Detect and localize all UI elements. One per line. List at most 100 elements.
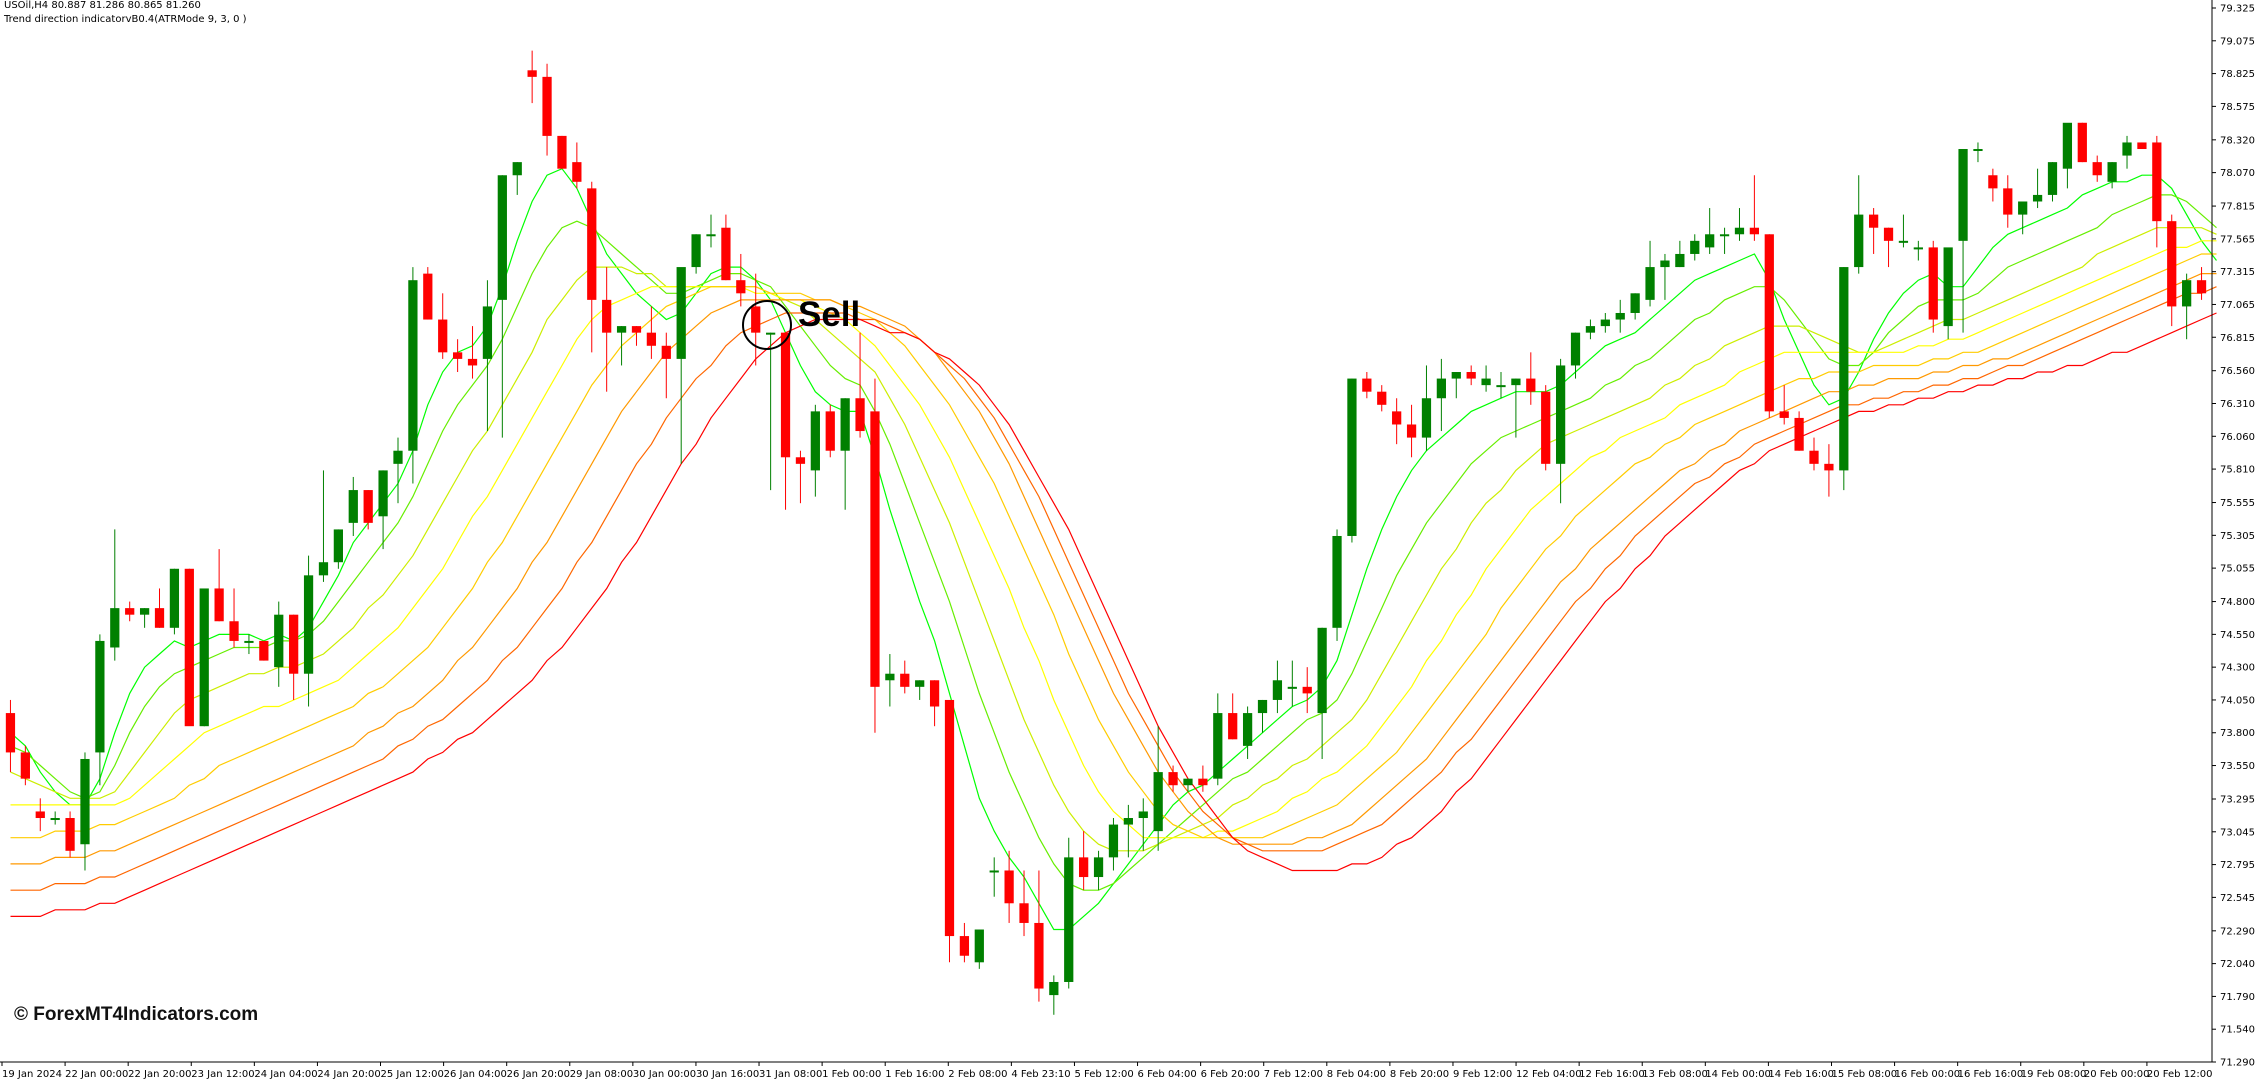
candle-body	[795, 457, 806, 464]
candle	[139, 608, 150, 628]
watermark: © ForexMT4Indicators.com	[14, 1004, 259, 1025]
sell-annotation-label: Sell	[798, 295, 861, 334]
candle	[318, 470, 329, 582]
candle-body	[2152, 142, 2162, 222]
candle-body	[929, 680, 940, 707]
candle	[900, 660, 910, 694]
candle-body	[542, 76, 552, 136]
candle	[1600, 312, 1610, 333]
price-tick-label: 73.045	[2220, 827, 2255, 838]
ribbon-line-2	[10, 194, 2217, 891]
candle-body	[1004, 870, 1014, 904]
candle	[2152, 135, 2162, 248]
price-tick-label: 78.575	[2220, 102, 2255, 113]
candle-body	[572, 162, 582, 182]
ribbon-line-4	[10, 240, 2217, 839]
candle-body	[110, 608, 120, 648]
candle	[1913, 240, 1923, 261]
time-tick-label: 20 Feb 00:00	[2084, 1069, 2150, 1080]
candle	[1988, 168, 1998, 202]
candle	[467, 326, 478, 379]
candle-body	[259, 640, 269, 661]
candle-body	[408, 280, 418, 451]
candle-body	[1332, 535, 1342, 628]
candle-body	[616, 326, 627, 333]
candle-body	[1764, 234, 1774, 412]
time-tick-label: 12 Feb 04:00	[1516, 1069, 1582, 1080]
candles	[5, 50, 2207, 1015]
candle-body	[855, 398, 865, 432]
time-tick-label: 8 Feb 04:00	[1327, 1069, 1386, 1080]
time-tick-label: 26 Jan 04:00	[444, 1069, 507, 1080]
candle-body	[1242, 713, 1253, 746]
candle	[1362, 372, 1372, 399]
candle	[1555, 358, 1566, 504]
price-tick-label: 74.800	[2220, 597, 2255, 608]
candle-body	[1153, 772, 1163, 832]
candle	[497, 175, 507, 438]
candle-body	[1317, 627, 1327, 714]
candle	[1943, 247, 1953, 340]
price-tick-label: 77.565	[2220, 234, 2255, 245]
candle	[1377, 385, 1387, 412]
candle	[840, 398, 850, 510]
candle-body	[989, 870, 999, 873]
candle-body	[2092, 162, 2102, 176]
candle-body	[1392, 411, 1402, 425]
candle	[1168, 765, 1178, 792]
candle-body	[1302, 686, 1312, 694]
candle	[184, 568, 194, 727]
candle	[1705, 208, 1715, 254]
candle-body	[378, 470, 388, 517]
candle	[20, 745, 30, 786]
candle-body	[482, 306, 493, 359]
price-tick-label: 77.315	[2220, 267, 2255, 278]
price-tick-label: 75.055	[2220, 564, 2255, 575]
candle	[676, 267, 686, 464]
candle	[691, 234, 701, 274]
price-tick-label: 78.825	[2220, 69, 2255, 80]
time-tick-label: 6 Feb 04:00	[1138, 1069, 1197, 1080]
candle-body	[1630, 293, 1640, 313]
time-tick-label: 4 Feb 23:10	[1011, 1069, 1070, 1080]
candle-body	[1958, 149, 1968, 241]
candle-body	[631, 326, 642, 333]
candle	[274, 601, 284, 687]
candle-body	[139, 608, 150, 615]
candle	[1526, 352, 1536, 405]
candle-body	[1362, 378, 1372, 392]
candle	[1242, 706, 1253, 759]
candle-body	[154, 608, 165, 628]
candle-body	[1511, 378, 1521, 386]
price-tick-label: 74.300	[2220, 663, 2255, 674]
candle-body	[333, 529, 343, 563]
candle-body	[1913, 247, 1923, 250]
candle	[35, 798, 45, 832]
candle-body	[1809, 450, 1819, 464]
candle-body	[676, 267, 686, 359]
candle-body	[5, 713, 16, 753]
candle-body	[766, 332, 776, 335]
candle	[1108, 818, 1119, 871]
candle-body	[2196, 280, 2207, 294]
candle-body	[229, 621, 239, 641]
candle	[2077, 122, 2087, 163]
candle-body	[2077, 122, 2087, 163]
candle	[1570, 332, 1581, 379]
candle-body	[497, 175, 507, 300]
candle-body	[1973, 149, 1983, 152]
candle	[1436, 358, 1446, 432]
candle-body	[1794, 417, 1804, 451]
price-tick-label: 71.540	[2220, 1025, 2255, 1036]
candle	[646, 306, 657, 359]
candle	[1451, 372, 1461, 399]
price-tick-label: 77.065	[2220, 300, 2255, 311]
price-tick-label: 72.040	[2220, 959, 2255, 970]
candle	[1332, 529, 1342, 641]
candle	[766, 332, 776, 491]
candle	[423, 267, 433, 320]
candle	[1898, 214, 1909, 248]
candle-body	[1705, 234, 1715, 248]
candle-body	[587, 188, 597, 300]
